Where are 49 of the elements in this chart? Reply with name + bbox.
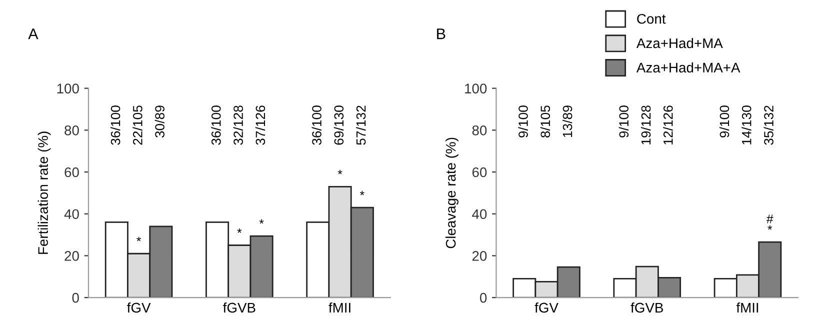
annotation: *: [338, 170, 342, 174]
annotation: 30/89: [154, 106, 164, 138]
y-tick-label: 20: [64, 251, 79, 261]
x-tick-label: fMII: [736, 302, 758, 312]
chart-title: B: [437, 28, 446, 40]
annotation: 9/100: [518, 106, 528, 138]
y-tick-label: 40: [64, 209, 79, 220]
legend-label: Aza+Had+MA: [636, 38, 723, 48]
y-tick-label: 0: [480, 292, 487, 303]
annotation: 12/126: [663, 106, 673, 144]
y-tick-label: 60: [64, 167, 79, 178]
annotation: 57/132: [356, 106, 366, 145]
annotation: 14/130: [742, 106, 752, 144]
x-tick-label: fGVB: [630, 302, 663, 313]
annotation: *: [259, 219, 264, 224]
y-tick-label: 80: [64, 125, 79, 136]
legend-label: Cont: [637, 14, 666, 24]
annotation: 19/128: [640, 106, 651, 144]
annotation: 9/100: [719, 106, 730, 138]
annotation: 32/128: [233, 106, 243, 145]
annotation: *: [237, 228, 242, 233]
annotation: 69/130: [334, 106, 344, 145]
annotation: 8/105: [540, 106, 550, 138]
x-tick-label: fGV: [534, 302, 558, 313]
annotation: 36/100: [211, 106, 221, 145]
annotation: 36/100: [312, 106, 322, 145]
x-tick-label: fGVB: [223, 302, 256, 313]
y-axis-title: Cleavage rate (%): [446, 138, 458, 248]
annotation: # *: [766, 214, 774, 230]
y-tick-label: 100: [465, 84, 487, 94]
x-tick-label: fGV: [127, 302, 151, 313]
y-tick-label: 40: [472, 209, 487, 220]
y-tick-label: 100: [57, 84, 79, 94]
legend-label: Aza+Had+MA+A: [636, 62, 740, 73]
y-tick-label: 20: [472, 251, 487, 261]
annotation: 9/100: [618, 106, 629, 138]
annotation: 35/132: [764, 106, 774, 145]
y-tick-label: 80: [472, 125, 487, 136]
annotation: *: [136, 236, 142, 242]
annotation: 37/126: [255, 106, 266, 145]
x-tick-label: fMII: [328, 302, 350, 312]
chart-title: A: [28, 28, 38, 40]
annotation: 22/105: [132, 106, 142, 145]
annotation: *: [360, 190, 364, 196]
y-axis-title: Fertilization rate (%): [38, 132, 51, 254]
annotation: 36/100: [110, 106, 120, 145]
y-tick-label: 60: [472, 167, 487, 178]
annotation: 13/89: [562, 106, 572, 138]
y-tick-label: 0: [72, 292, 79, 303]
